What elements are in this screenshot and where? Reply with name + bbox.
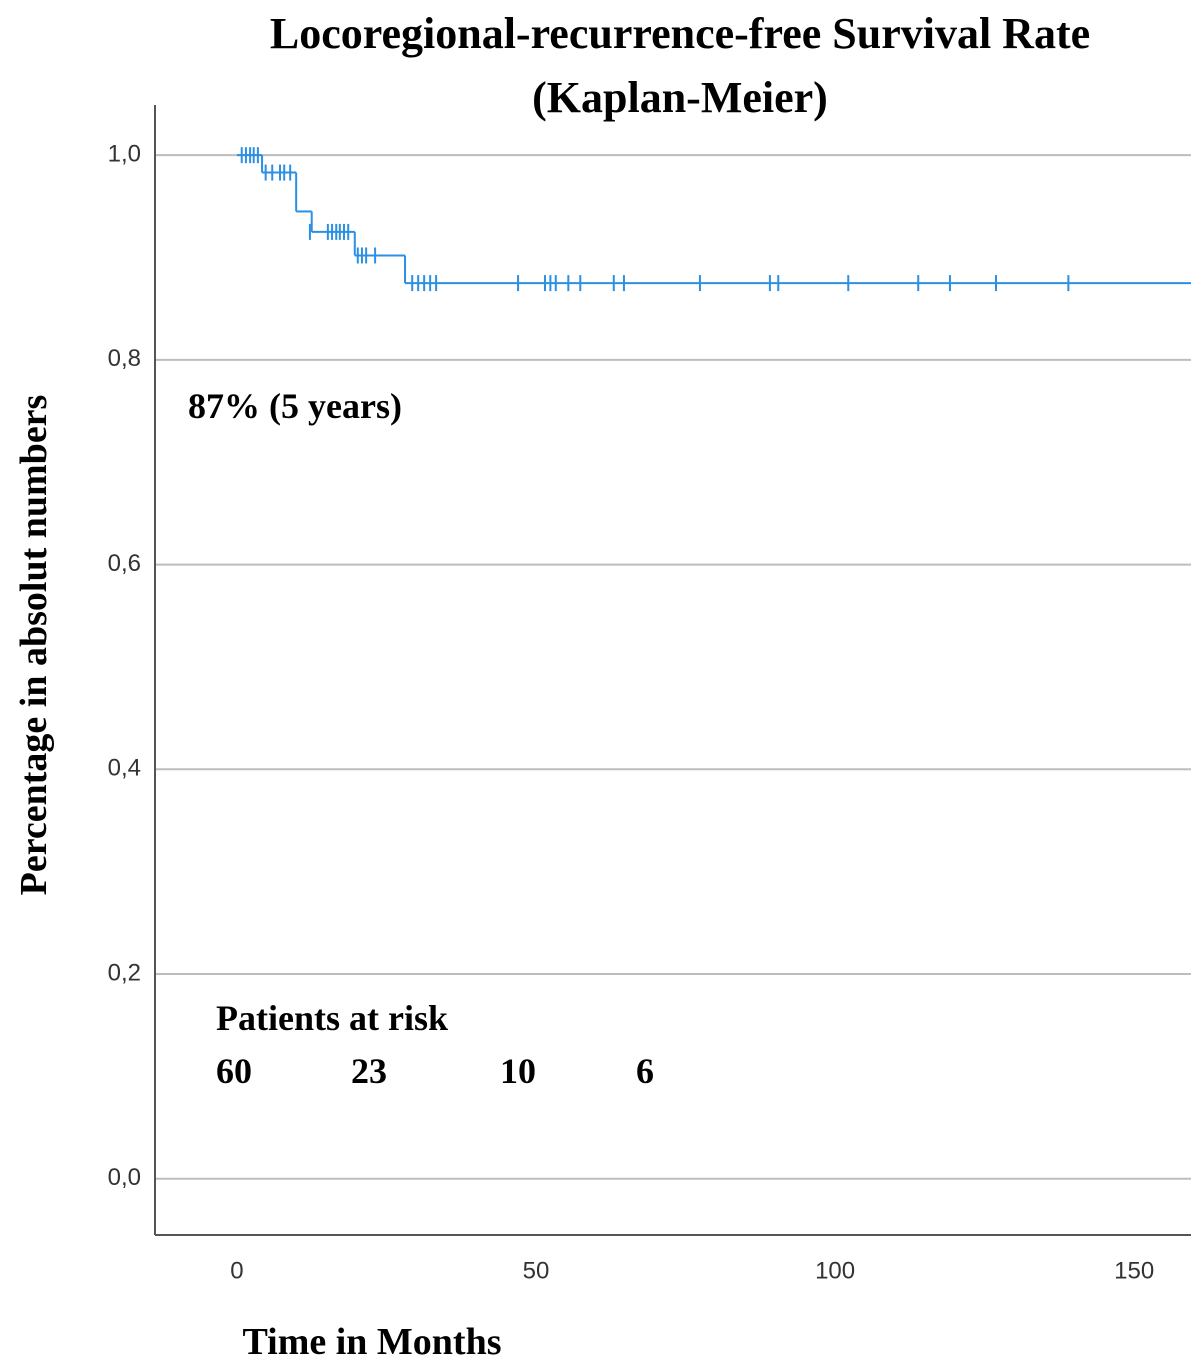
x-tick-label: 100 <box>815 1257 855 1284</box>
y-axis-label: Percentage in absolut numbers <box>13 395 55 896</box>
at-risk-value: 6 <box>636 1051 654 1091</box>
at-risk-label: Patients at risk <box>216 998 448 1038</box>
y-tick-label: 1,0 <box>108 140 141 167</box>
x-tick-label: 150 <box>1114 1257 1154 1284</box>
at-risk-value: 23 <box>351 1051 387 1091</box>
y-tick-label: 0,6 <box>108 550 141 577</box>
chart-title: Locoregional-recurrence-free Survival Ra… <box>270 9 1090 58</box>
y-tick-label: 0,2 <box>108 959 141 986</box>
x-tick-label: 0 <box>230 1257 243 1284</box>
at-risk-value: 10 <box>500 1051 536 1091</box>
y-tick-label: 0,4 <box>108 755 141 782</box>
x-tick-label: 50 <box>523 1257 550 1284</box>
y-tick-label: 0,8 <box>108 345 141 372</box>
annotation: 87% (5 years) <box>188 386 402 426</box>
x-axis-label: Time in Months <box>242 1321 501 1362</box>
y-tick-label: 0,0 <box>108 1164 141 1191</box>
chart-title: (Kaplan-Meier) <box>532 73 828 122</box>
at-risk-value: 60 <box>216 1051 252 1091</box>
